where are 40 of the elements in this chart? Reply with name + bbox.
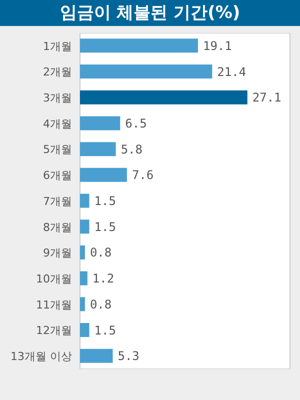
data-label: 19.1 bbox=[202, 38, 232, 53]
bar bbox=[80, 220, 90, 234]
bar bbox=[80, 271, 88, 286]
data-label: 5.3 bbox=[118, 349, 140, 364]
y-tick-label: 7개월 bbox=[43, 194, 72, 208]
data-label: 21.4 bbox=[217, 64, 246, 79]
y-tick-label: 10개월 bbox=[36, 272, 72, 286]
data-label: 1.5 bbox=[94, 323, 116, 338]
bar bbox=[80, 297, 85, 312]
data-label: 0.8 bbox=[90, 246, 112, 260]
y-tick-label: 6개월 bbox=[43, 169, 72, 182]
y-tick-label: 9개월 bbox=[43, 246, 72, 260]
y-tick-label: 8개월 bbox=[43, 220, 72, 234]
bar bbox=[80, 142, 116, 156]
data-label: 0.8 bbox=[90, 297, 112, 312]
y-tick-label: 1개월 bbox=[43, 40, 72, 53]
data-label: 1.5 bbox=[94, 220, 116, 234]
y-tick-label: 4개월 bbox=[43, 117, 72, 130]
data-label: 5.8 bbox=[120, 142, 143, 156]
chart-title: 임금이 체불된 기간(%) bbox=[0, 0, 300, 26]
data-label: 1.2 bbox=[92, 272, 114, 286]
y-tick-label: 2개월 bbox=[43, 66, 72, 79]
y-tick-label: 12개월 bbox=[36, 324, 72, 338]
data-label: 6.5 bbox=[125, 116, 147, 130]
bar bbox=[80, 168, 127, 182]
y-tick-label: 3개월 bbox=[43, 92, 72, 105]
data-label: 27.1 bbox=[252, 90, 282, 105]
bar bbox=[80, 64, 212, 79]
bar bbox=[80, 38, 198, 53]
bar bbox=[80, 322, 90, 337]
y-tick-label: 5개월 bbox=[43, 143, 72, 156]
bar bbox=[80, 90, 248, 104]
y-tick-label: 11개월 bbox=[36, 298, 72, 312]
y-tick-label: 13개월 이상 bbox=[10, 350, 72, 363]
bar bbox=[80, 194, 90, 208]
data-label: 7.6 bbox=[132, 168, 154, 182]
bar bbox=[80, 245, 85, 260]
bar bbox=[80, 348, 113, 363]
bar bbox=[80, 116, 120, 130]
data-label: 1.5 bbox=[94, 194, 116, 208]
